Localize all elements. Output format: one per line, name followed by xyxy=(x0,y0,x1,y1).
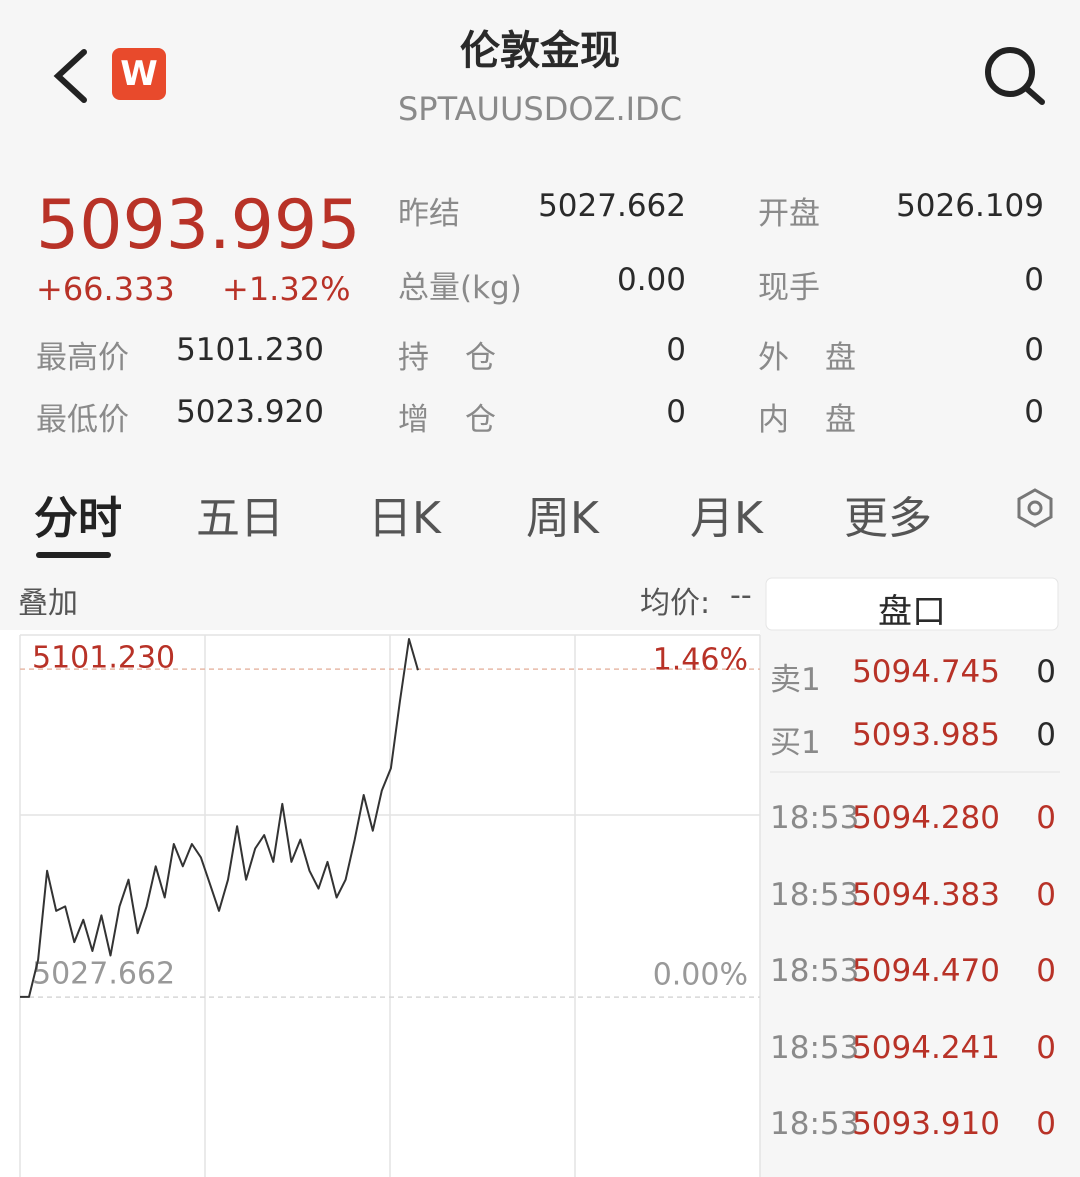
stat-label: 现手 xyxy=(758,270,820,306)
settings-icon[interactable] xyxy=(1017,488,1053,528)
trade-volume: 0 xyxy=(1036,800,1056,836)
tab-indicator xyxy=(36,552,111,558)
chart-bg xyxy=(0,630,760,1177)
y2-tick-label: 1.46% xyxy=(653,642,748,677)
badge xyxy=(112,48,166,100)
stat-value: 0 xyxy=(1024,332,1044,368)
trade-price: 5094.280 xyxy=(852,800,1000,836)
change: +66.333 xyxy=(36,270,175,308)
trade-time: 18:53 xyxy=(770,1029,860,1066)
y-tick-label: 5027.662 xyxy=(32,957,175,992)
trade-price: 5093.910 xyxy=(852,1106,1000,1142)
stat-value: 0 xyxy=(1024,394,1044,430)
avg-value: -- xyxy=(730,578,752,613)
stat-value: 5023.920 xyxy=(176,394,324,430)
trade-time: 18:53 xyxy=(770,876,860,913)
stat-value: 5026.109 xyxy=(896,188,1044,224)
stat-value: 0 xyxy=(666,394,686,430)
quote-price: 5093.985 xyxy=(852,717,1000,753)
tab[interactable]: 日K xyxy=(368,493,441,544)
badge-text: W xyxy=(120,54,158,94)
trade-price: 5094.241 xyxy=(852,1029,1000,1066)
overlay-label[interactable]: 叠加 xyxy=(18,586,78,621)
tab[interactable]: 五日 xyxy=(196,493,284,544)
avg-label: 均价: xyxy=(640,586,711,621)
tab[interactable]: 周K xyxy=(526,493,599,544)
stat-label: 最高价 xyxy=(36,340,129,376)
quote-price: 5094.745 xyxy=(852,654,1000,690)
stat-label: 持仓 xyxy=(398,340,532,376)
trade-price: 5094.383 xyxy=(852,876,1000,913)
back-icon[interactable] xyxy=(53,49,87,103)
title: 伦敦金现 xyxy=(460,28,620,74)
stat-label: 昨结 xyxy=(398,196,460,232)
stat-label: 最低价 xyxy=(36,402,129,438)
stat-value: 5101.230 xyxy=(176,332,324,368)
side: 买1 xyxy=(770,725,821,761)
trade-volume: 0 xyxy=(1036,1106,1056,1142)
search-icon[interactable] xyxy=(985,47,1035,97)
tab[interactable]: 分时 xyxy=(34,493,122,544)
y-tick-label: 5101.230 xyxy=(32,641,175,676)
settings-icon-dot xyxy=(1027,500,1043,516)
price-line xyxy=(20,638,419,998)
stat-value: 0 xyxy=(1024,262,1044,298)
trade-time: 18:53 xyxy=(770,800,860,836)
trade-price: 5094.470 xyxy=(852,953,1000,989)
orderbook-header xyxy=(765,577,1059,631)
stat-value: 0 xyxy=(666,332,686,368)
change-pct: +1.32% xyxy=(222,270,351,308)
stat-label: 增仓 xyxy=(398,402,532,438)
stat-value: 0.00 xyxy=(616,262,686,298)
stat-value: 5027.662 xyxy=(538,188,686,224)
tab[interactable]: 更多 xyxy=(844,493,932,544)
trade-time: 18:53 xyxy=(770,1106,860,1142)
tab[interactable]: 月K xyxy=(690,493,763,544)
trade-volume: 0 xyxy=(1036,1029,1056,1066)
stat-label: 外盘 xyxy=(758,340,892,376)
trade-volume: 0 xyxy=(1036,876,1056,913)
price: 5093.995 xyxy=(36,186,361,265)
trade-time: 18:53 xyxy=(770,953,860,989)
trade-volume: 0 xyxy=(1036,953,1056,989)
quote-volume: 0 xyxy=(1036,654,1056,690)
y2-tick-label: 0.00% xyxy=(653,957,748,992)
orderbook-title[interactable]: 盘口 xyxy=(878,592,946,632)
stat-label: 开盘 xyxy=(758,196,820,232)
side: 卖1 xyxy=(770,662,821,698)
search-icon-handle xyxy=(1023,85,1045,105)
stat-label: 总量(kg) xyxy=(398,270,522,306)
code: SPTAUUSDOZ.IDC xyxy=(397,90,683,128)
quote-volume: 0 xyxy=(1036,717,1056,753)
stat-label: 内盘 xyxy=(758,402,892,438)
